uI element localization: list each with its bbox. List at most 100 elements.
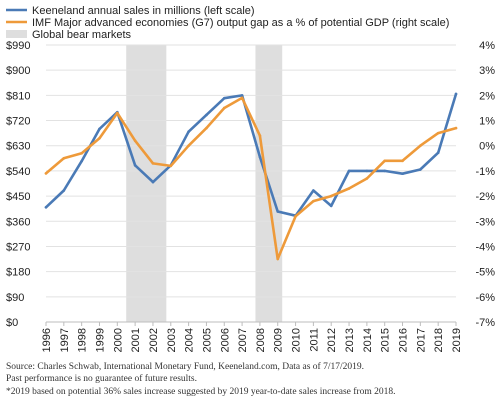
g7-output-gap-point	[276, 257, 280, 261]
legend-label: Global bear markets	[32, 29, 132, 41]
y-right-tick-label: -5%	[475, 267, 495, 279]
x-tick-label: 2004	[184, 328, 196, 352]
y-right-tick-label: 2%	[479, 90, 495, 102]
y-left-tick-label: $720	[6, 116, 30, 128]
keeneland-sales-point	[365, 169, 369, 173]
g7-output-gap-point	[258, 134, 262, 137]
x-tick-label: 2005	[201, 328, 213, 352]
keeneland-sales-point	[454, 92, 458, 96]
y-right-tick-label: -4%	[475, 241, 495, 253]
x-tick-label: 2002	[148, 328, 160, 352]
y-left-tick-label: $360	[6, 216, 30, 228]
keeneland-sales-point	[44, 205, 48, 209]
x-tick-label: 2013	[344, 328, 356, 352]
footer-disclaimer: Past performance is no guarantee of futu…	[6, 374, 197, 384]
x-tick-label: 2016	[398, 328, 410, 352]
x-tick-label: 2014	[362, 328, 374, 352]
y-left-tick-label: $90	[6, 292, 24, 304]
x-tick-label: 1996	[41, 328, 53, 352]
footer-source: Source: Charles Schwab, International Mo…	[6, 362, 365, 372]
y-left-tick-label: $270	[6, 241, 30, 253]
keeneland-sales-point	[187, 130, 190, 134]
y-right-tick-label: -2%	[475, 191, 495, 203]
keeneland-sales-point	[347, 169, 351, 173]
x-tick-label: 2015	[380, 328, 392, 352]
legend-label: Keeneland annual sales in millions (left…	[32, 5, 255, 17]
x-tick-label: 2019	[451, 328, 463, 352]
g7-output-gap-point	[80, 151, 83, 155]
y-right-tick-label: -1%	[475, 166, 495, 178]
legend-label: IMF Major advanced economies (G7) output…	[32, 17, 449, 29]
x-tick-label: 2001	[130, 328, 142, 352]
keeneland-sales-point	[240, 94, 244, 97]
keeneland-sales-point	[383, 169, 386, 173]
keeneland-sales-point	[62, 189, 66, 192]
y-right-tick-label: -6%	[475, 292, 495, 304]
keeneland-sales-point	[80, 159, 83, 163]
keeneland-sales-point	[312, 189, 315, 192]
g7-output-gap-point	[240, 96, 244, 100]
keeneland-sales-point	[419, 168, 422, 171]
g7-output-gap-point	[151, 162, 155, 165]
x-tick-label: 2017	[415, 328, 427, 352]
g7-output-gap-point	[205, 126, 208, 130]
keeneland-sales-point	[436, 151, 440, 155]
x-tick-label: 2008	[255, 328, 267, 352]
g7-output-gap-point	[312, 199, 315, 203]
g7-output-gap-point	[294, 214, 297, 218]
keeneland-sales-point	[151, 180, 155, 184]
g7-output-gap-line	[44, 96, 458, 261]
x-tick-label: 1999	[94, 328, 106, 352]
g7-output-gap-point	[169, 164, 173, 168]
g7-output-gap-point	[383, 159, 386, 163]
y-right-tick-label: -7%	[475, 317, 495, 329]
g7-output-gap-point	[347, 187, 351, 190]
y-right-tick-label: -3%	[475, 216, 495, 228]
g7-output-gap-point	[222, 106, 226, 110]
g7-output-gap-point	[133, 139, 137, 142]
y-left-tick-label: $810	[6, 90, 30, 102]
keeneland-sales-point	[329, 204, 333, 208]
g7-output-gap-point	[365, 177, 369, 180]
y-right-tick-label: 0%	[479, 141, 495, 153]
bear-market-region-1	[126, 45, 167, 322]
keeneland-sales-point	[205, 113, 208, 117]
g7-output-gap-point	[329, 194, 333, 198]
x-tick-label: 2010	[291, 328, 303, 352]
x-tick-label: 2003	[166, 328, 178, 352]
g7-output-gap-point	[62, 157, 66, 160]
keeneland-sales-point	[258, 155, 262, 159]
y-right-tick-label: 4%	[479, 40, 495, 52]
keeneland-sales-point	[133, 164, 137, 167]
keeneland-sales-point	[276, 210, 280, 213]
x-tick-label: 2009	[273, 328, 285, 352]
g7-output-gap-point	[187, 144, 190, 148]
y-right-tick-label: 3%	[479, 65, 495, 77]
y-left-tick-label: $540	[6, 166, 30, 178]
keeneland-sales-point	[98, 127, 101, 131]
g7-output-gap-point	[116, 111, 119, 115]
x-tick-label: 2006	[219, 328, 231, 352]
y-left-tick-label: $180	[6, 267, 30, 279]
footer-note: *2019 based on potential 36% sales incre…	[6, 387, 396, 397]
keeneland-sales-point	[222, 96, 226, 100]
y-left-tick-label: $0	[6, 317, 18, 329]
y-left-tick-label: $450	[6, 191, 30, 203]
keeneland-sales-line	[44, 92, 458, 217]
g7-output-gap-point	[98, 136, 101, 140]
g7-output-gap-point	[436, 131, 440, 135]
y-left-tick-label: $630	[6, 141, 30, 153]
x-tick-label: 2000	[112, 328, 124, 352]
x-tick-label: 1997	[59, 328, 71, 352]
y-left-tick-label: $990	[6, 40, 30, 52]
y-right-tick-label: 1%	[479, 116, 495, 128]
g7-output-gap-point	[419, 144, 422, 148]
y-left-tick-label: $900	[6, 65, 30, 77]
x-tick-label: 2011	[308, 328, 320, 352]
x-tick-label: 2018	[433, 328, 445, 352]
keeneland-sales-point	[401, 172, 404, 176]
x-tick-label: 2012	[326, 328, 338, 352]
g7-output-gap-point	[454, 126, 458, 130]
x-tick-label: 2007	[237, 328, 249, 352]
